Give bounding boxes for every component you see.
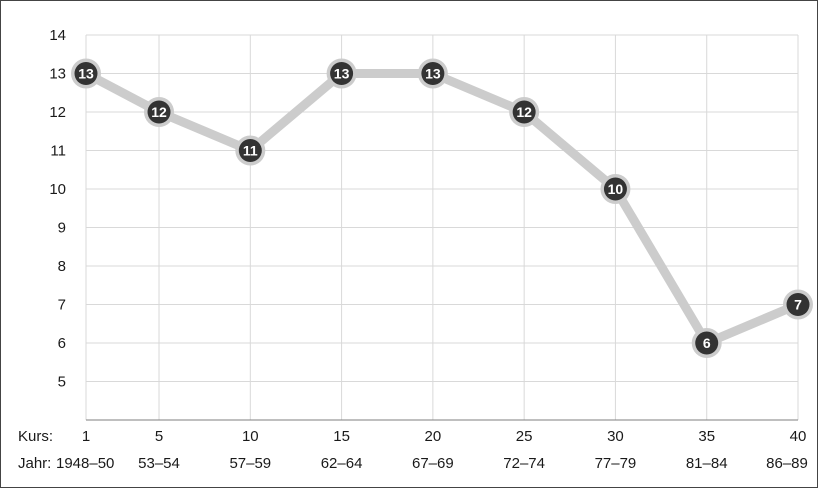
- data-point: 10: [600, 174, 631, 204]
- y-tick-label: 7: [58, 297, 66, 314]
- data-point: 13: [71, 58, 101, 89]
- data-point: 11: [235, 135, 266, 166]
- period-label: 57–59: [229, 455, 271, 472]
- y-tick-label: 8: [58, 258, 66, 275]
- data-label: 10: [608, 181, 624, 197]
- data-label: 7: [794, 297, 802, 313]
- period-label: 77–79: [595, 455, 637, 472]
- x-tick-label: 40: [790, 428, 807, 445]
- series: [81, 69, 803, 348]
- x-tick-label: 10: [242, 428, 259, 445]
- period-label: 62–64: [321, 455, 363, 472]
- x-tick-label: 35: [698, 428, 715, 445]
- data-markers: 13 12 11 13 13 12 10 6 7: [71, 58, 813, 358]
- series-line: [81, 69, 803, 348]
- data-point: 7: [783, 289, 813, 320]
- y-tick-label: 13: [49, 66, 66, 83]
- x-axis-prefix: Kurs:: [18, 428, 53, 445]
- period-prefix: Jahr:: [18, 455, 51, 472]
- marker-dot: [330, 62, 354, 85]
- data-point: 12: [509, 97, 540, 127]
- data-label: 11: [243, 143, 258, 159]
- data-point: 12: [144, 97, 175, 127]
- x-tick-label: 25: [516, 428, 533, 445]
- data-point: 6: [691, 328, 722, 358]
- period-label: 67–69: [412, 455, 454, 472]
- period-label: 81–84: [686, 455, 728, 472]
- data-point: 13: [326, 58, 357, 89]
- x-axis-labels: 1 1948–50 5 53–54 10 57–59 15 62–64 20 67–69 25 72–…: [18, 428, 808, 472]
- x-tick-label: 30: [607, 428, 624, 445]
- y-tick-label: 5: [58, 374, 66, 391]
- period-label: 1948–50: [56, 455, 114, 472]
- marker-dot: [603, 177, 627, 201]
- x-tick-label: 20: [425, 428, 442, 445]
- grid: [85, 34, 799, 420]
- data-label: 12: [151, 104, 167, 120]
- marker-dot: [512, 100, 536, 124]
- y-tick-label: 9: [58, 220, 66, 237]
- period-label: 86–89: [766, 455, 808, 472]
- data-label: 13: [425, 66, 441, 82]
- y-tick-label: 10: [49, 181, 66, 198]
- data-label: 13: [78, 66, 94, 82]
- y-tick-label: 12: [49, 104, 66, 121]
- data-point: 13: [417, 58, 448, 89]
- x-tick-label: 5: [155, 428, 163, 445]
- data-label: 12: [516, 104, 532, 120]
- marker-dot: [421, 62, 445, 85]
- y-tick-label: 14: [49, 27, 66, 44]
- x-tick-label: 15: [333, 428, 350, 445]
- marker-dot: [238, 139, 262, 162]
- data-label: 6: [703, 335, 711, 351]
- y-tick-label: 6: [58, 335, 66, 352]
- period-label: 72–74: [503, 455, 545, 472]
- marker-dot: [147, 100, 171, 124]
- data-label: 13: [334, 66, 350, 82]
- period-label: 53–54: [138, 455, 180, 472]
- marker-dot: [74, 62, 98, 85]
- x-tick-label: 1: [82, 428, 90, 445]
- y-tick-label: 11: [50, 143, 66, 160]
- marker-dot: [786, 293, 810, 316]
- marker-dot: [695, 331, 719, 355]
- y-axis-labels: 5 6 7 8 9 10 11 12 13 14: [49, 27, 66, 391]
